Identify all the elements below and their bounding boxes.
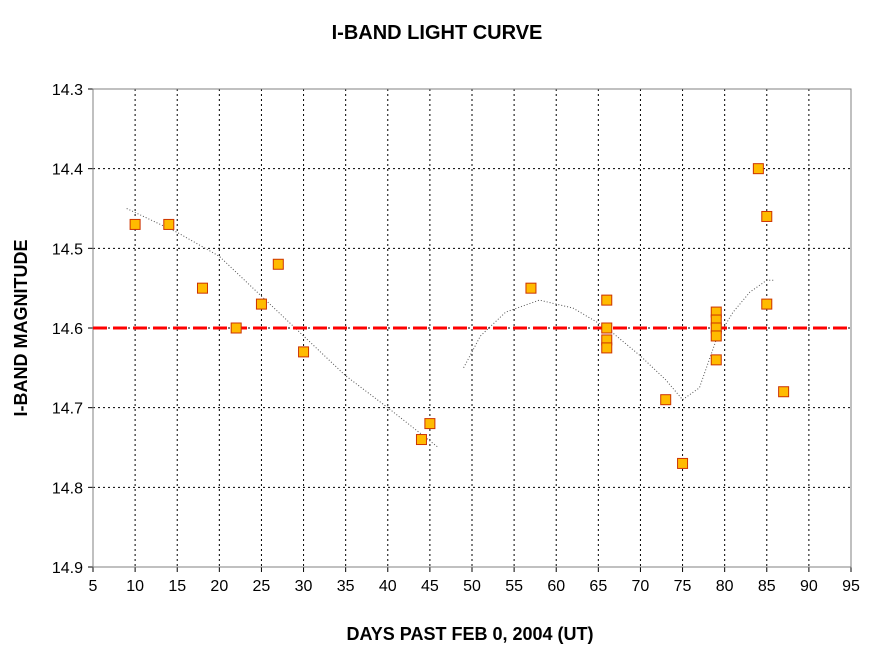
- data-point: [710, 354, 722, 366]
- y-tick-label: 14.5: [52, 241, 83, 258]
- x-tick-label: 75: [674, 578, 692, 595]
- data-point: [601, 294, 613, 306]
- data-point: [424, 418, 436, 430]
- x-tick-label: 50: [463, 578, 481, 595]
- data-point: [660, 394, 672, 406]
- x-tick-label: 70: [632, 578, 650, 595]
- x-axis-label: DAYS PAST FEB 0, 2004 (UT): [346, 624, 593, 644]
- x-tick-label: 45: [421, 578, 439, 595]
- data-point: [710, 330, 722, 342]
- x-tick-label: 95: [842, 578, 860, 595]
- data-point: [272, 258, 284, 270]
- data-point: [415, 434, 427, 446]
- data-point: [601, 322, 613, 334]
- x-tick-label: 55: [505, 578, 523, 595]
- x-tick-label: 25: [253, 578, 271, 595]
- data-point: [677, 457, 689, 469]
- chart-title: I-BAND LIGHT CURVE: [332, 22, 543, 44]
- data-point: [129, 218, 141, 230]
- x-tick-label: 80: [716, 578, 734, 595]
- x-tick-label: 10: [126, 578, 144, 595]
- y-tick-labels: 14.3 14.4 14.5 14.6 14.7 14.8 14.9: [52, 82, 83, 577]
- data-points: [129, 163, 790, 469]
- grid: [88, 88, 852, 572]
- data-point: [761, 210, 773, 222]
- data-point: [298, 346, 310, 358]
- trend-lines: [126, 208, 776, 448]
- y-tick-label: 14.4: [52, 162, 83, 179]
- data-point: [752, 163, 764, 175]
- data-point: [778, 386, 790, 398]
- y-tick-label: 14.7: [52, 401, 83, 418]
- x-tick-label: 15: [168, 578, 186, 595]
- trend-line: [463, 279, 776, 401]
- data-point: [761, 298, 773, 310]
- y-tick-label: 14.8: [52, 480, 83, 497]
- x-tick-label: 30: [295, 578, 313, 595]
- y-tick-label: 14.9: [52, 560, 83, 577]
- data-point: [163, 218, 175, 230]
- y-tick-label: 14.6: [52, 321, 83, 338]
- trend-line: [126, 208, 439, 448]
- data-point: [601, 342, 613, 354]
- x-tick-label: 5: [89, 578, 98, 595]
- data-point: [230, 322, 242, 334]
- x-tick-labels: 5 10 15 20 25 30 35 40 45 50 55 60 65 70 75 80 85 90 95: [89, 578, 860, 595]
- y-tick-label: 14.3: [52, 82, 83, 99]
- data-point: [255, 298, 267, 310]
- x-tick-label: 90: [800, 578, 818, 595]
- x-tick-label: 40: [379, 578, 397, 595]
- data-point: [525, 282, 537, 294]
- x-tick-label: 35: [337, 578, 355, 595]
- x-tick-label: 85: [758, 578, 776, 595]
- x-tick-label: 65: [589, 578, 607, 595]
- data-point: [196, 282, 208, 294]
- y-axis-label: I-BAND MAGNITUDE: [11, 240, 31, 417]
- x-tick-label: 60: [547, 578, 565, 595]
- x-tick-label: 20: [210, 578, 228, 595]
